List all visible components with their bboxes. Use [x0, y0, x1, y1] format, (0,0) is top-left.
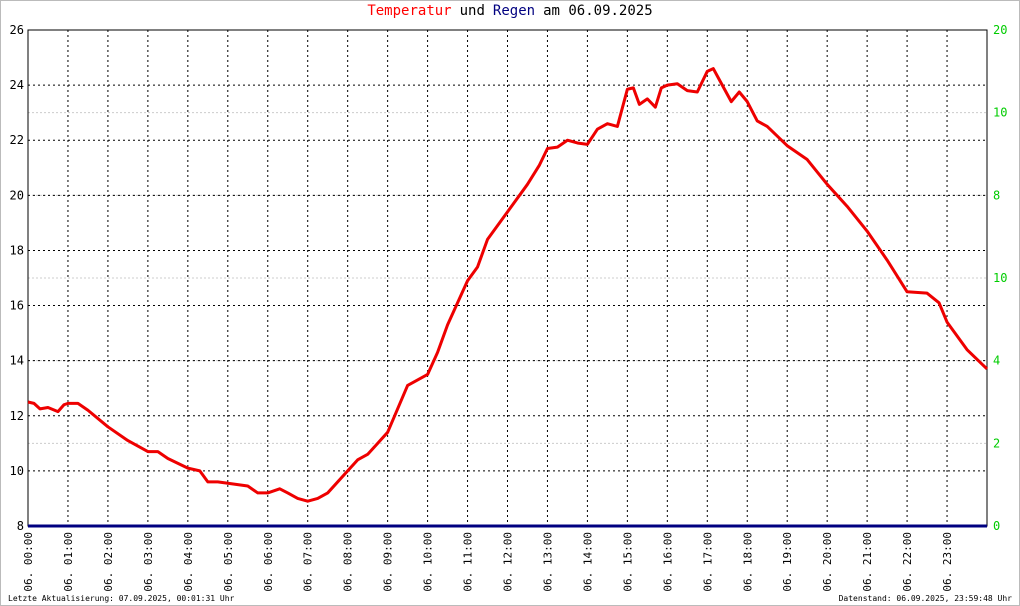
x-tick-label: 06. 19:00 [781, 532, 794, 592]
x-tick-label: 06. 01:00 [62, 532, 75, 592]
footer-right: Datenstand: 06.09.2025, 23:59:48 Uhr [839, 594, 1013, 603]
y2-tick-label: 4 [993, 354, 1000, 368]
y-tick-label: 20 [10, 188, 24, 202]
x-tick-label: 06. 16:00 [661, 532, 674, 592]
y2-tick-label: 10 [993, 271, 1007, 285]
y-tick-label: 26 [10, 23, 24, 37]
x-tick-label: 06. 06:00 [262, 532, 275, 592]
x-tick-label: 06. 18:00 [741, 532, 754, 592]
chart-title: Temperatur und Regen am 06.09.2025 [367, 3, 652, 19]
x-tick-label: 06. 11:00 [462, 532, 475, 592]
x-tick-label: 06. 20:00 [821, 532, 834, 592]
x-tick-label: 06. 21:00 [861, 532, 874, 592]
y-tick-label: 14 [10, 354, 24, 368]
x-tick-label: 06. 03:00 [142, 532, 155, 592]
y-tick-label: 12 [10, 409, 24, 423]
x-tick-label: 06. 12:00 [502, 532, 515, 592]
x-tick-label: 06. 09:00 [382, 532, 395, 592]
title-part: Regen [493, 3, 535, 19]
title-part: Temperatur [367, 3, 451, 19]
x-tick-label: 06. 22:00 [901, 532, 914, 592]
y-tick-label: 24 [10, 78, 24, 92]
x-tick-label: 06. 13:00 [541, 532, 554, 592]
series-line [27, 67, 989, 503]
x-tick-label: 06. 07:00 [302, 532, 315, 592]
x-tick-label: 06. 15:00 [621, 532, 634, 592]
title-part: am 06.09.2025 [543, 3, 653, 19]
x-tick-label: 06. 05:00 [222, 532, 235, 592]
y2-tick-label: 8 [993, 188, 1000, 202]
x-tick-label: 06. 04:00 [182, 532, 195, 592]
x-tick-label: 06. 02:00 [102, 532, 115, 592]
footer-left: Letzte Aktualisierung: 07.09.2025, 00:01… [8, 594, 235, 603]
title-part: und [460, 3, 485, 19]
x-tick-label: 06. 17:00 [701, 532, 714, 592]
x-tick-label: 06. 23:00 [941, 532, 954, 592]
y-tick-label: 10 [10, 464, 24, 478]
y-tick-label: 18 [10, 243, 24, 257]
x-tick-label: 06. 10:00 [422, 532, 435, 592]
y2-tick-label: 2 [993, 436, 1000, 450]
y-tick-label: 16 [10, 299, 24, 313]
y2-tick-label: 20 [993, 23, 1007, 37]
y2-tick-label: 10 [993, 106, 1007, 120]
x-tick-label: 06. 00:00 [22, 532, 35, 592]
y2-tick-label: 0 [993, 519, 1000, 533]
y-tick-label: 8 [17, 519, 24, 533]
x-tick-label: 06. 08:00 [342, 532, 355, 592]
y-tick-label: 22 [10, 133, 24, 147]
x-tick-label: 06. 14:00 [581, 532, 594, 592]
